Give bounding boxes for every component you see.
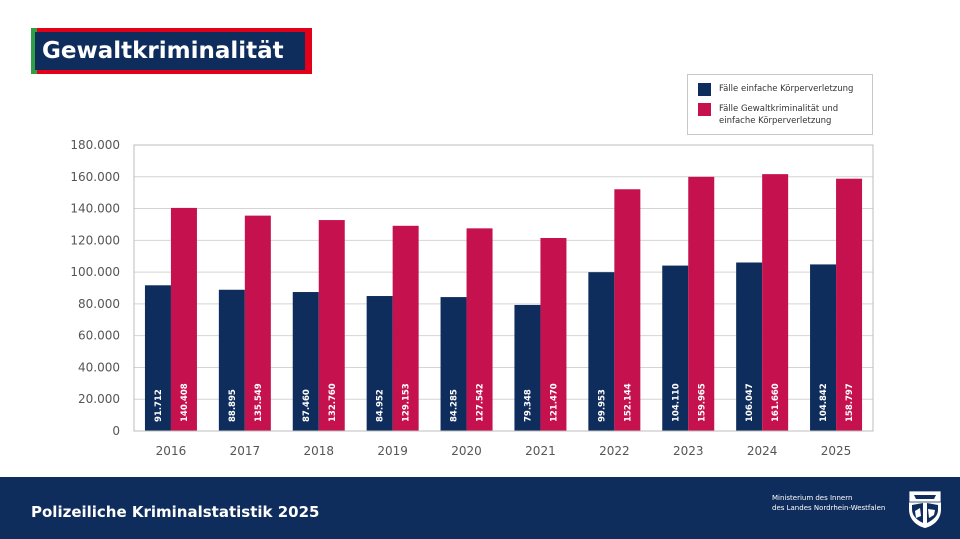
bar-einfache-kv-2017	[218, 289, 245, 431]
legend-item-series1: Fälle einfache Körperverletzung	[698, 83, 859, 96]
footer-title: Polizeiliche Kriminalstatistik 2025	[31, 503, 320, 521]
footer-bar: Polizeiliche Kriminalstatistik 2025 Mini…	[0, 477, 960, 539]
ministry-line-1: Ministerium des Innern	[772, 494, 853, 502]
bar-einfache-kv-2016	[144, 285, 171, 431]
y-tick-label: 20.000	[78, 392, 120, 406]
x-tick-label: 2020	[451, 444, 482, 458]
bar-value-label: 161.660	[771, 383, 781, 422]
bar-value-label: 91.712	[154, 389, 164, 422]
y-tick-label: 120.000	[70, 233, 120, 247]
bar-gewalt-kv-2024	[762, 174, 789, 431]
x-tick-label: 2023	[673, 444, 704, 458]
bar-value-label: 99.953	[597, 389, 607, 422]
y-tick-label: 60.000	[78, 329, 120, 343]
bar-value-label: 88.895	[228, 389, 238, 422]
bar-einfache-kv-2022	[588, 272, 615, 431]
x-tick-label: 2024	[747, 444, 778, 458]
page-title: Gewaltkriminalität	[35, 32, 305, 70]
bar-value-label: 84.952	[376, 389, 386, 422]
bar-einfache-kv-2025	[810, 264, 837, 431]
y-tick-label: 0	[112, 424, 120, 438]
y-tick-label: 40.000	[78, 360, 120, 374]
bar-value-label: 79.348	[523, 389, 533, 422]
bar-value-label: 140.408	[180, 383, 190, 422]
bar-value-label: 121.470	[549, 383, 559, 422]
x-tick-label: 2025	[821, 444, 852, 458]
ministry-line-2: des Landes Nordrhein-Westfalen	[772, 504, 886, 512]
y-tick-label: 80.000	[78, 297, 120, 311]
y-tick-label: 140.000	[70, 202, 120, 216]
bar-value-label: 132.760	[328, 383, 338, 422]
bar-value-label: 158.797	[845, 383, 855, 422]
bar-einfache-kv-2023	[662, 265, 689, 431]
x-tick-label: 2021	[525, 444, 556, 458]
bar-gewalt-kv-2018	[318, 220, 345, 431]
x-tick-label: 2019	[377, 444, 408, 458]
bar-gewalt-kv-2020	[466, 228, 493, 431]
x-tick-label: 2018	[303, 444, 334, 458]
bar-value-label: 159.965	[697, 383, 707, 422]
bar-gewalt-kv-2022	[614, 189, 641, 431]
y-axis-labels: 0 20.000 40.000 60.000 80.000 100.000 120.000 1…	[70, 138, 120, 438]
y-tick-label: 160.000	[70, 170, 120, 184]
bar-value-label: 135.549	[254, 383, 264, 422]
bar-gewalt-kv-2016	[170, 207, 197, 431]
bar-value-label: 87.460	[302, 389, 312, 422]
bar-chart: 0 20.000 40.000 60.000 80.000 100.000 120.000 1…	[70, 138, 874, 458]
bar-einfache-kv-2020	[440, 297, 467, 431]
chart-legend: Fälle einfache Körperverletzung Fälle Ge…	[687, 74, 873, 135]
bar-value-label: 84.285	[450, 389, 460, 422]
bar-gewalt-kv-2023	[688, 176, 715, 431]
legend-swatch-crimson	[698, 103, 711, 116]
title-banner: Gewaltkriminalität	[31, 28, 312, 74]
legend-swatch-navy	[698, 83, 711, 96]
bar-gewalt-kv-2025	[836, 178, 863, 431]
legend-label-series2: Fälle Gewaltkriminalität und einfache Kö…	[719, 104, 839, 126]
y-tick-label: 100.000	[70, 265, 120, 279]
legend-label-series1: Fälle einfache Körperverletzung	[719, 84, 854, 94]
nrw-crest-icon	[908, 490, 942, 528]
bar-value-label: 104.842	[819, 383, 829, 422]
ministry-name: Ministerium des Innern des Landes Nordrh…	[772, 493, 885, 513]
bar-einfache-kv-2021	[514, 304, 541, 431]
bar-gewalt-kv-2019	[392, 225, 419, 431]
x-axis-labels: 2016 2017 2018 2019 2020 2021 2022 2023 2024 2025	[156, 444, 852, 458]
bar-value-label: 104.110	[671, 383, 681, 422]
chart-bars: 91.712 140.408 88.895 135.549 87.460 132.760 8…	[144, 174, 863, 431]
bar-value-label: 106.047	[745, 383, 755, 422]
legend-item-series2: Fälle Gewaltkriminalität und einfache Kö…	[698, 103, 859, 127]
bar-value-label: 129.153	[402, 383, 412, 422]
bar-gewalt-kv-2017	[244, 215, 271, 431]
plot-frame	[133, 144, 874, 432]
y-tick-label: 180.000	[70, 138, 120, 152]
bar-einfache-kv-2018	[292, 292, 319, 431]
bar-gewalt-kv-2021	[540, 237, 567, 431]
x-tick-label: 2016	[156, 444, 187, 458]
x-tick-label: 2022	[599, 444, 630, 458]
bar-value-label: 152.144	[623, 383, 633, 422]
bar-einfache-kv-2019	[366, 296, 393, 431]
x-tick-label: 2017	[230, 444, 261, 458]
bar-value-label: 127.542	[476, 383, 486, 422]
bar-einfache-kv-2024	[736, 262, 763, 431]
